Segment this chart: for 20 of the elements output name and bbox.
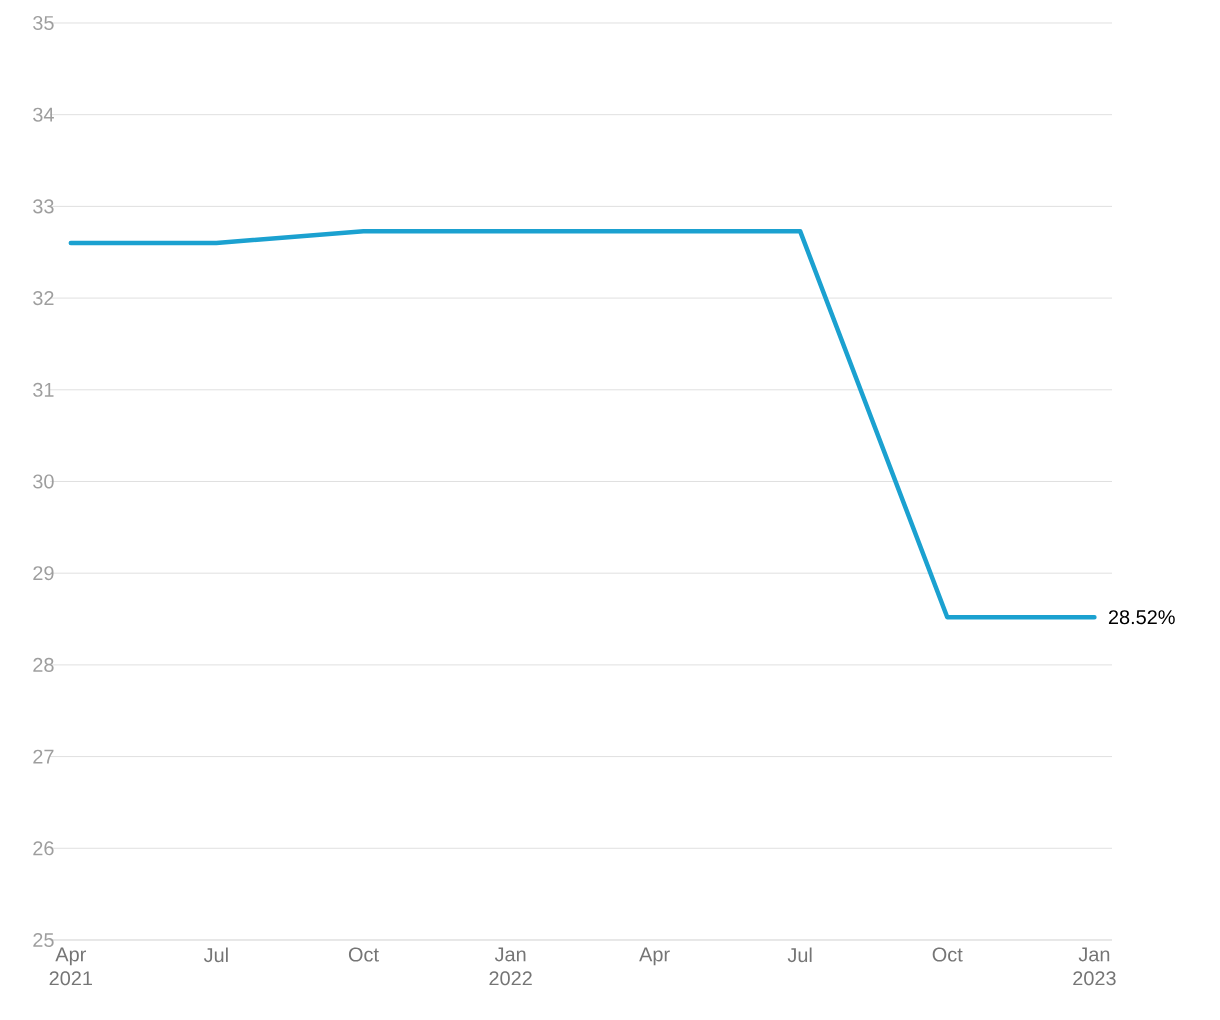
y-tick-label: 34 [33, 107, 54, 122]
y-tick-label: 26 [33, 841, 54, 856]
x-tick-label: Jan 2023 [1073, 947, 1116, 986]
x-tick-label: Jul [787, 947, 812, 963]
x-tick-label: Jan 2022 [489, 947, 532, 986]
annotation: 28.52% [1108, 610, 1175, 625]
y-tick-label: 28 [33, 657, 54, 672]
x-tick-label: Apr [639, 947, 670, 966]
y-tick-label: 32 [33, 291, 54, 306]
x-tick-label: Oct [932, 947, 963, 962]
y-tick-label: 35 [33, 15, 54, 31]
y-tick-label: 30 [33, 474, 54, 489]
y-tick-label: 29 [33, 566, 54, 581]
y-tick-label: 31 [33, 382, 54, 397]
x-tick-label: Apr 2021 [49, 947, 92, 986]
x-tick-label: Oct [348, 947, 379, 962]
y-tick-label: 25 [33, 932, 54, 948]
y-tick-label: 27 [33, 749, 54, 764]
y-tick-label: 33 [33, 199, 54, 214]
x-tick-label: Jul [203, 947, 228, 963]
